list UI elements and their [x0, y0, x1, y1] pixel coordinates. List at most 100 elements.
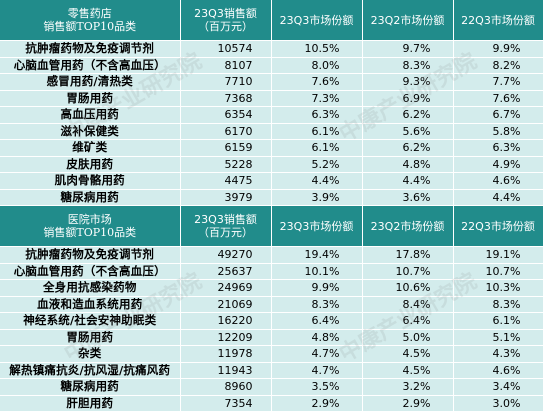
- sales-cell: 4475: [180, 172, 272, 190]
- table-row: 杂类 11978 4.7% 4.5% 4.3%: [0, 345, 543, 363]
- share-22q3-cell: 4.3%: [453, 345, 543, 363]
- sales-cell: 8107: [180, 57, 272, 74]
- col-header-share-23q3-text: 23Q3市场份额: [279, 219, 354, 233]
- category-cell: 糖尿病用药: [0, 378, 181, 396]
- share-23q2-cell: 6.4%: [362, 312, 454, 330]
- col-header-share-22q3: 22Q3市场份额: [453, 205, 543, 247]
- col-header-sales: 23Q3销售额 （百万元）: [180, 0, 272, 41]
- share-23q3-cell: 3.5%: [271, 378, 363, 396]
- table-row: 糖尿病用药 8960 3.5% 3.2% 3.4%: [0, 378, 543, 396]
- sales-cell: 8960: [180, 378, 272, 396]
- sales-cell: 3979: [180, 189, 272, 206]
- category-cell: 抗肿瘤药物及免疫调节剂: [0, 246, 181, 264]
- category-cell: 全身用抗感染药物: [0, 279, 181, 297]
- share-23q3-cell: 6.3%: [271, 106, 363, 124]
- sales-cell: 5228: [180, 156, 272, 173]
- table-row: 胃肠用药 7368 7.3% 6.9% 7.6%: [0, 90, 543, 107]
- share-22q3-cell: 5.8%: [453, 123, 543, 140]
- section-title-text: 医院市场: [67, 213, 112, 226]
- share-23q2-cell: 6.2%: [362, 106, 454, 124]
- share-23q3-cell: 8.0%: [271, 57, 363, 74]
- sales-cell: 11943: [180, 362, 272, 379]
- share-22q3-cell: 7.6%: [453, 90, 543, 107]
- share-23q2-cell: 4.8%: [362, 156, 454, 173]
- col-header-sales: 23Q3销售额 （百万元）: [180, 205, 272, 247]
- table-row: 胃肠用药 12209 4.8% 5.0% 5.1%: [0, 329, 543, 346]
- col-header-share-23q3: 23Q3市场份额: [271, 0, 363, 41]
- sales-cell: 6159: [180, 139, 272, 157]
- table-row: 肝胆用药 7354 2.9% 2.9% 3.0%: [0, 395, 543, 412]
- table-row: 糖尿病用药 3979 3.9% 3.6% 4.4%: [0, 189, 543, 206]
- share-22q3-cell: 4.4%: [453, 189, 543, 206]
- share-22q3-cell: 9.9%: [453, 40, 543, 58]
- col-header-sales-text: （百万元）: [198, 20, 253, 33]
- share-23q2-cell: 3.2%: [362, 378, 454, 396]
- col-header-share-23q2-text: 23Q2市场份额: [370, 13, 445, 27]
- share-22q3-cell: 8.2%: [453, 57, 543, 74]
- sales-cell: 25637: [180, 263, 272, 280]
- share-22q3-cell: 5.1%: [453, 329, 543, 346]
- category-cell: 感冒用药/清热类: [0, 73, 181, 91]
- section-title: 医院市场 销售额TOP10品类: [0, 205, 181, 247]
- share-23q2-cell: 10.7%: [362, 263, 454, 280]
- section-header: 零售药店 销售额TOP10品类 23Q3销售额 （百万元） 23Q3市场份额 23Q2市场…: [0, 0, 543, 41]
- sales-cell: 7354: [180, 395, 272, 412]
- table-row: 全身用抗感染药物 24969 9.9% 10.6% 10.3%: [0, 279, 543, 297]
- col-header-sales-text: 23Q3销售额: [194, 213, 257, 226]
- col-header-share-23q2: 23Q2市场份额: [362, 0, 454, 41]
- share-23q2-cell: 10.6%: [362, 279, 454, 297]
- share-23q2-cell: 9.7%: [362, 40, 454, 58]
- share-23q2-cell: 4.4%: [362, 172, 454, 190]
- table-row: 皮肤用药 5228 5.2% 4.8% 4.9%: [0, 156, 543, 173]
- share-23q3-cell: 10.5%: [271, 40, 363, 58]
- table-row: 高血压用药 6354 6.3% 6.2% 6.7%: [0, 106, 543, 124]
- sales-cell: 24969: [180, 279, 272, 297]
- sales-cell: 10574: [180, 40, 272, 58]
- share-23q3-cell: 6.1%: [271, 123, 363, 140]
- share-23q3-cell: 4.8%: [271, 329, 363, 346]
- col-header-share-23q2-text: 23Q2市场份额: [370, 219, 445, 233]
- table-row: 维矿类 6159 6.1% 6.2% 6.3%: [0, 139, 543, 157]
- category-cell: 皮肤用药: [0, 156, 181, 173]
- sales-cell: 16220: [180, 312, 272, 330]
- share-22q3-cell: 3.4%: [453, 378, 543, 396]
- col-header-share-22q3: 22Q3市场份额: [453, 0, 543, 41]
- table-row: 血液和造血系统用药 21069 8.3% 8.4% 8.3%: [0, 296, 543, 313]
- sales-cell: 7368: [180, 90, 272, 107]
- share-22q3-cell: 7.7%: [453, 73, 543, 91]
- table-row: 肌肉骨骼用药 4475 4.4% 4.4% 4.6%: [0, 172, 543, 190]
- category-cell: 解热镇痛抗炎/抗风湿/抗痛风药: [0, 362, 181, 379]
- sales-cell: 7710: [180, 73, 272, 91]
- share-23q3-cell: 4.4%: [271, 172, 363, 190]
- share-23q2-cell: 6.9%: [362, 90, 454, 107]
- share-23q3-cell: 9.9%: [271, 279, 363, 297]
- table-row: 心脑血管用药（不含高血压） 8107 8.0% 8.3% 8.2%: [0, 57, 543, 74]
- share-22q3-cell: 4.6%: [453, 172, 543, 190]
- share-22q3-cell: 6.7%: [453, 106, 543, 124]
- section-title-text: 零售药店: [67, 7, 112, 20]
- category-cell: 心脑血管用药（不含高血压）: [0, 263, 181, 280]
- col-header-share-23q2: 23Q2市场份额: [362, 205, 454, 247]
- sales-cell: 12209: [180, 329, 272, 346]
- category-cell: 心脑血管用药（不含高血压）: [0, 57, 181, 74]
- share-23q2-cell: 8.3%: [362, 57, 454, 74]
- col-header-share-22q3-text: 22Q3市场份额: [461, 219, 535, 233]
- category-cell: 胃肠用药: [0, 329, 181, 346]
- sales-cell: 49270: [180, 246, 272, 264]
- share-23q3-cell: 4.7%: [271, 362, 363, 379]
- share-23q2-cell: 2.9%: [362, 395, 454, 412]
- share-23q2-cell: 5.0%: [362, 329, 454, 346]
- category-cell: 糖尿病用药: [0, 189, 181, 206]
- col-header-share-23q3-text: 23Q3市场份额: [279, 13, 354, 27]
- table-row: 抗肿瘤药物及免疫调节剂 49270 19.4% 17.8% 19.1%: [0, 246, 543, 264]
- share-23q2-cell: 5.6%: [362, 123, 454, 140]
- section-title: 零售药店 销售额TOP10品类: [0, 0, 181, 41]
- share-23q3-cell: 7.3%: [271, 90, 363, 107]
- sales-cell: 6354: [180, 106, 272, 124]
- sales-cell: 11978: [180, 345, 272, 363]
- category-cell: 神经系统/社会安神助眠类: [0, 312, 181, 330]
- table-row: 抗肿瘤药物及免疫调节剂 10574 10.5% 9.7% 9.9%: [0, 40, 543, 58]
- table-row: 解热镇痛抗炎/抗风湿/抗痛风药 11943 4.7% 4.5% 4.6%: [0, 362, 543, 379]
